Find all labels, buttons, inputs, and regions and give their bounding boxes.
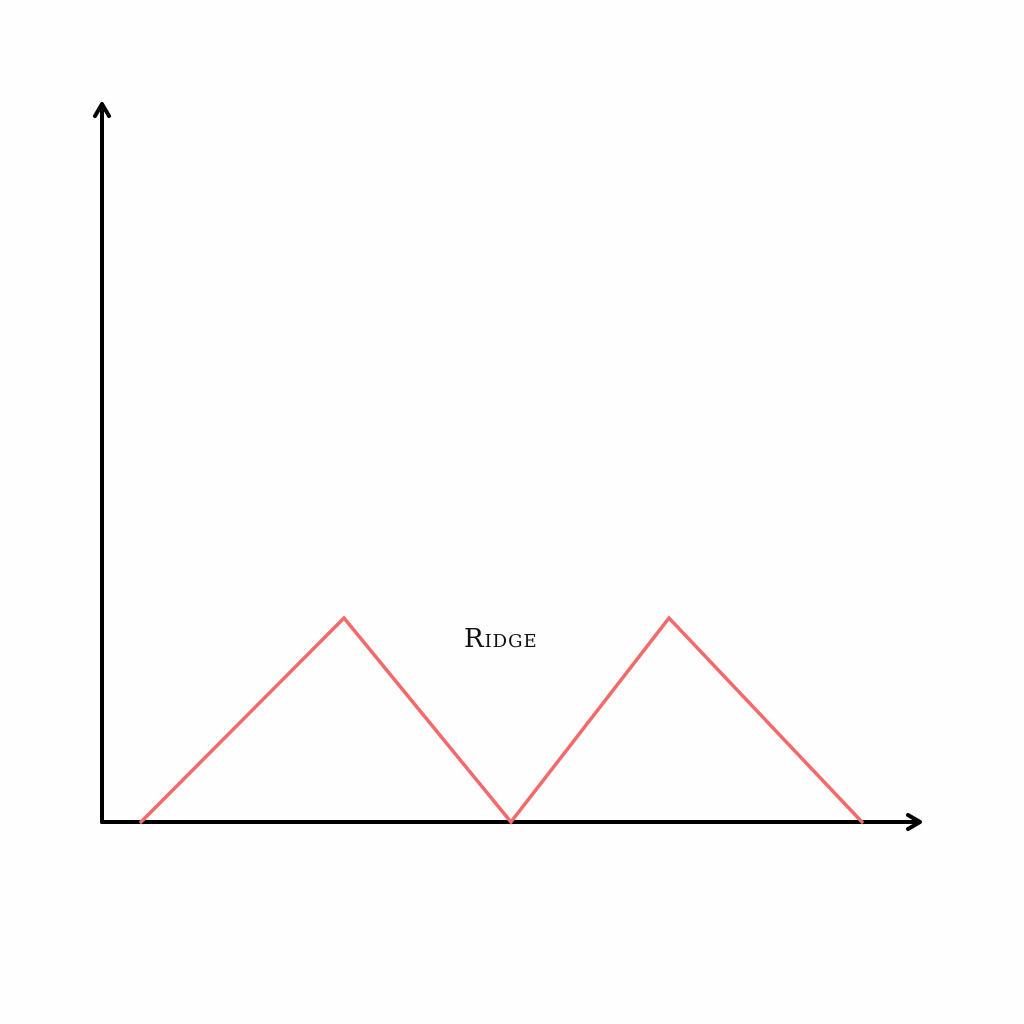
ridge-line bbox=[139, 615, 864, 825]
x-axis-arrow-icon bbox=[906, 813, 922, 831]
ridge-label: Ridge bbox=[464, 624, 538, 654]
y-axis bbox=[93, 102, 111, 824]
y-axis-arrow-icon bbox=[93, 102, 111, 118]
